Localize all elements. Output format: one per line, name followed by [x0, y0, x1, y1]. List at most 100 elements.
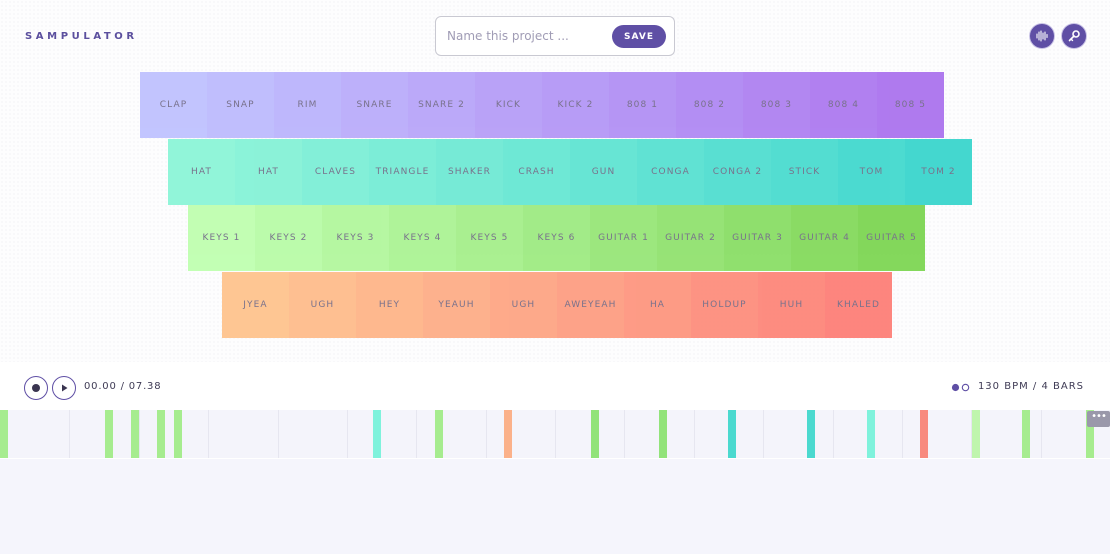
- timeline-hit[interactable]: [1086, 410, 1094, 458]
- timeline-grid-line: [694, 410, 695, 458]
- pad-drums-2-8[interactable]: CONGA: [637, 139, 704, 205]
- timeline-grid-line: [69, 410, 70, 458]
- timeline-grid-line: [971, 410, 972, 458]
- tempo-readout: 130 BPM / 4 BARS: [977, 381, 1084, 392]
- record-icon: [32, 384, 40, 392]
- pad-drums-1-7[interactable]: KICK 2: [542, 72, 609, 138]
- timeline-grid-line: [416, 410, 417, 458]
- pad-drums-2-5[interactable]: SHAKER: [436, 139, 503, 205]
- pad-drums-1-12[interactable]: 808 5: [877, 72, 944, 138]
- mode-toggle-icon[interactable]: [951, 383, 973, 392]
- pad-row-drums-1: CLAP SNAP RIM SNARE SNARE 2 KICK KICK 2 808 1 80…: [140, 72, 944, 138]
- pad-drums-1-6[interactable]: KICK: [475, 72, 542, 138]
- pad-drums-2-12[interactable]: TOM 2: [905, 139, 972, 205]
- pad-drums-2-3[interactable]: CLAVES: [302, 139, 369, 205]
- pad-vocals-6[interactable]: AWEYEAH: [557, 272, 624, 338]
- pad-row-drums-2: HAT HAT CLAVES TRIANGLE SHAKER CRASH GUN CONGA C…: [168, 139, 972, 205]
- pad-drums-1-9[interactable]: 808 2: [676, 72, 743, 138]
- pad-row-keys-guitar: KEYS 1 KEYS 2 KEYS 3 KEYS 4 KEYS 5 KEYS 6 GUIT…: [188, 205, 925, 271]
- empty-track-area: [0, 459, 1110, 554]
- timeline-grid-line: [1041, 410, 1042, 458]
- more-options-button[interactable]: •••: [1087, 411, 1110, 427]
- pad-vocals-1[interactable]: JYEA: [222, 272, 289, 338]
- timeline-hit[interactable]: [591, 410, 599, 458]
- pad-drums-1-11[interactable]: 808 4: [810, 72, 877, 138]
- project-name-box: SAVE: [435, 16, 675, 56]
- timeline-hit[interactable]: [867, 410, 875, 458]
- save-button[interactable]: SAVE: [612, 25, 666, 48]
- waveform-icon: [1036, 30, 1048, 42]
- key-button[interactable]: [1062, 24, 1086, 48]
- timeline-hit[interactable]: [0, 410, 8, 458]
- playback-time: 00.00 / 07.38: [84, 381, 162, 392]
- pad-drums-2-1[interactable]: HAT: [168, 139, 235, 205]
- timeline-grid-line: [624, 410, 625, 458]
- pad-drums-2-11[interactable]: TOM: [838, 139, 905, 205]
- pad-keys-guitar-5[interactable]: KEYS 5: [456, 205, 523, 271]
- timeline-grid-line: [555, 410, 556, 458]
- pad-vocals-4[interactable]: YEAUH: [423, 272, 490, 338]
- play-icon: [62, 384, 68, 392]
- waveform-button[interactable]: [1030, 24, 1054, 48]
- pad-drums-2-4[interactable]: TRIANGLE: [369, 139, 436, 205]
- timeline-grid-line: [208, 410, 209, 458]
- pad-drums-1-10[interactable]: 808 3: [743, 72, 810, 138]
- pad-keys-guitar-4[interactable]: KEYS 4: [389, 205, 456, 271]
- project-name-input[interactable]: [447, 26, 607, 46]
- timeline-grid-line: [278, 410, 279, 458]
- timeline-hit[interactable]: [728, 410, 736, 458]
- pad-vocals-5[interactable]: UGH: [490, 272, 557, 338]
- app-logo: SAMPULATOR: [25, 31, 138, 42]
- timeline-hit[interactable]: [920, 410, 928, 458]
- pad-drums-2-9[interactable]: CONGA 2: [704, 139, 771, 205]
- pad-drums-1-2[interactable]: SNAP: [207, 72, 274, 138]
- timeline-grid-line: [833, 410, 834, 458]
- timeline-hit[interactable]: [157, 410, 165, 458]
- timeline-hit[interactable]: [435, 410, 443, 458]
- pad-vocals-3[interactable]: HEY: [356, 272, 423, 338]
- timeline-hit[interactable]: [504, 410, 512, 458]
- pad-vocals-9[interactable]: HUH: [758, 272, 825, 338]
- sequencer-timeline[interactable]: •••: [0, 410, 1110, 458]
- play-button[interactable]: [52, 376, 76, 400]
- timeline-grid-line: [347, 410, 348, 458]
- record-button[interactable]: [24, 376, 48, 400]
- pad-keys-guitar-11[interactable]: GUITAR 5: [858, 205, 925, 271]
- pad-keys-guitar-2[interactable]: KEYS 2: [255, 205, 322, 271]
- pad-keys-guitar-10[interactable]: GUITAR 4: [791, 205, 858, 271]
- pad-drums-1-4[interactable]: SNARE: [341, 72, 408, 138]
- timeline-grid-line: [486, 410, 487, 458]
- pad-keys-guitar-3[interactable]: KEYS 3: [322, 205, 389, 271]
- pad-vocals-7[interactable]: HA: [624, 272, 691, 338]
- pad-row-vocals: JYEA UGH HEY YEAUH UGH AWEYEAH HA HOLDUP HUH KHAL…: [222, 272, 892, 338]
- timeline-grid-line: [763, 410, 764, 458]
- pad-drums-2-7[interactable]: GUN: [570, 139, 637, 205]
- pad-drums-1-8[interactable]: 808 1: [609, 72, 676, 138]
- transport-bar: 00.00 / 07.38 130 BPM / 4 BARS: [0, 362, 1110, 410]
- pad-keys-guitar-1[interactable]: KEYS 1: [188, 205, 255, 271]
- pad-vocals-10[interactable]: KHALED: [825, 272, 892, 338]
- pad-drums-1-3[interactable]: RIM: [274, 72, 341, 138]
- pad-vocals-2[interactable]: UGH: [289, 272, 356, 338]
- timeline-hit[interactable]: [972, 410, 980, 458]
- pad-drums-2-6[interactable]: CRASH: [503, 139, 570, 205]
- pad-keys-guitar-6[interactable]: KEYS 6: [523, 205, 590, 271]
- pad-drums-2-10[interactable]: STICK: [771, 139, 838, 205]
- pad-keys-guitar-7[interactable]: GUITAR 1: [590, 205, 657, 271]
- timeline-hit[interactable]: [659, 410, 667, 458]
- pad-drums-1-1[interactable]: CLAP: [140, 72, 207, 138]
- pad-vocals-8[interactable]: HOLDUP: [691, 272, 758, 338]
- pad-drums-1-5[interactable]: SNARE 2: [408, 72, 475, 138]
- pad-drums-2-2[interactable]: HAT: [235, 139, 302, 205]
- timeline-hit[interactable]: [373, 410, 381, 458]
- timeline-hit[interactable]: [807, 410, 815, 458]
- timeline-hit[interactable]: [1022, 410, 1030, 458]
- timeline-hit[interactable]: [131, 410, 139, 458]
- pad-keys-guitar-9[interactable]: GUITAR 3: [724, 205, 791, 271]
- pad-keys-guitar-8[interactable]: GUITAR 2: [657, 205, 724, 271]
- key-icon: [1068, 30, 1080, 42]
- timeline-hit[interactable]: [174, 410, 182, 458]
- timeline-grid-line: [139, 410, 140, 458]
- timeline-hit[interactable]: [105, 410, 113, 458]
- timeline-grid-line: [902, 410, 903, 458]
